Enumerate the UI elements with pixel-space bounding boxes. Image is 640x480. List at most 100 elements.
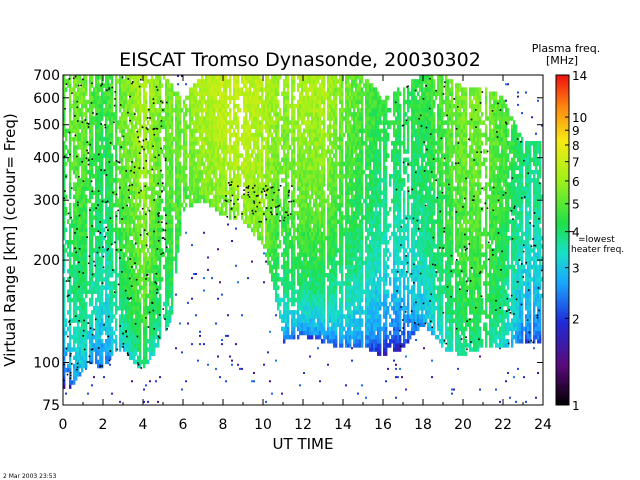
data-cell — [139, 157, 142, 163]
data-cell — [83, 244, 86, 249]
data-cell — [167, 314, 170, 319]
data-cell — [213, 182, 216, 187]
data-cell — [237, 165, 240, 171]
data-cell — [255, 182, 258, 187]
data-cell — [217, 141, 220, 146]
data-cell — [147, 339, 150, 344]
data-cell — [259, 219, 262, 224]
data-cell — [277, 91, 280, 97]
data-cell — [213, 153, 216, 158]
data-cell — [153, 223, 156, 229]
data-cell — [75, 149, 78, 154]
data-cell — [133, 248, 136, 253]
data-cell — [111, 194, 114, 200]
data-cell — [211, 186, 214, 191]
data-cell — [77, 165, 80, 171]
data-cell — [175, 198, 178, 204]
data-cell — [63, 83, 66, 88]
data-cell — [89, 132, 92, 138]
data-cell — [117, 178, 120, 183]
data-cell — [153, 112, 156, 117]
data-cell — [151, 240, 154, 245]
data-cell — [175, 186, 178, 191]
data-cell — [221, 202, 224, 208]
data-cell — [81, 128, 84, 134]
data-cell — [209, 91, 212, 97]
data-cell — [135, 182, 138, 187]
data-cell — [85, 112, 88, 117]
data-cell — [267, 99, 270, 105]
data-cell — [119, 334, 122, 340]
data-cell — [137, 215, 140, 220]
data-cell — [239, 182, 242, 187]
data-cell — [91, 322, 94, 328]
data-cell — [109, 260, 112, 266]
data-cell — [139, 277, 142, 282]
data-cell — [231, 132, 234, 138]
data-cell — [105, 174, 108, 179]
data-cell — [255, 194, 258, 200]
data-cell — [73, 285, 76, 290]
data-cell — [91, 194, 94, 200]
data-cell — [221, 103, 224, 109]
data-cell — [97, 264, 100, 270]
data-cell — [225, 178, 228, 183]
data-cell — [101, 178, 104, 183]
data-cell — [275, 132, 278, 138]
data-cell — [185, 182, 188, 187]
data-cell — [87, 186, 90, 191]
data-cell — [123, 252, 126, 257]
data-cell — [165, 301, 168, 307]
data-cell — [65, 351, 68, 356]
data-cell — [135, 75, 138, 80]
data-cell — [105, 273, 108, 278]
data-cell — [263, 198, 266, 204]
data-cell — [143, 112, 146, 117]
data-cell — [177, 227, 180, 233]
data-cell — [167, 157, 170, 163]
data-cell — [179, 322, 181, 325]
data-cell — [207, 169, 210, 175]
data-cell — [149, 380, 151, 383]
data-cell — [195, 178, 198, 183]
data-cell — [159, 376, 161, 379]
data-cell — [229, 207, 232, 212]
data-cell — [67, 268, 70, 274]
data-cell — [213, 112, 216, 117]
data-cell — [63, 306, 66, 311]
data-cell — [177, 186, 180, 191]
data-cell — [91, 83, 94, 88]
data-cell — [277, 219, 280, 224]
data-cell — [215, 322, 217, 325]
data-cell — [137, 240, 140, 245]
data-cell — [285, 141, 288, 146]
data-cell — [267, 145, 270, 150]
data-cell — [283, 95, 286, 101]
data-cell — [99, 343, 102, 348]
data-cell — [131, 174, 134, 179]
data-cell — [119, 211, 122, 216]
data-cell — [125, 318, 128, 323]
data-cell — [69, 256, 72, 262]
data-cell — [77, 211, 80, 216]
data-cell — [133, 95, 136, 101]
data-cell — [65, 194, 68, 200]
data-cell — [213, 202, 216, 208]
data-cell — [143, 157, 146, 163]
data-cell — [141, 293, 144, 299]
data-cell — [129, 103, 132, 109]
data-cell — [247, 132, 250, 138]
data-cell — [171, 178, 174, 183]
data-cell — [243, 194, 246, 200]
data-cell — [227, 190, 230, 196]
data-cell — [159, 244, 162, 249]
data-cell — [199, 145, 202, 150]
data-cell — [269, 260, 272, 266]
data-cell — [145, 157, 148, 163]
data-cell — [149, 145, 152, 150]
data-cell — [119, 273, 122, 278]
data-cell — [151, 174, 154, 179]
data-cell — [133, 293, 136, 299]
data-cell — [261, 149, 264, 154]
data-cell — [215, 145, 218, 150]
